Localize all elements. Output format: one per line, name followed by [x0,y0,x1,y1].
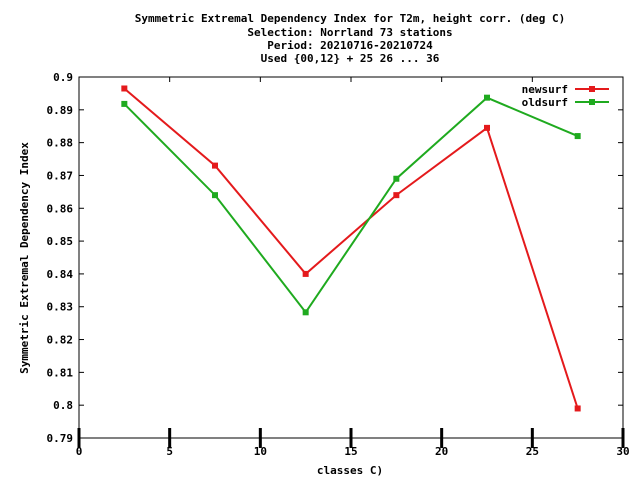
x-axis-tick-marker [77,428,81,448]
data-point-newsurf [302,270,309,277]
x-axis-tick-marker [530,428,534,448]
y-tick-label: 0.84 [47,268,74,281]
title-line-2: Selection: Norrland 73 stations [247,26,452,39]
series-line-newsurf [123,87,579,409]
y-axis: 0.79 0.8 0.81 0.82 0.83 0.84 0.85 0.86 0.87 0.88 0… [47,71,623,445]
x-tick-label: 5 [166,445,173,458]
x-tick-label: 15 [344,445,357,458]
x-tick-label: 30 [616,445,629,458]
series-layer [121,85,581,412]
y-tick-label: 0.79 [47,432,74,445]
y-tick-label: 0.89 [47,104,74,117]
legend-label-oldsurf: oldsurf [522,96,568,109]
y-axis-label: Symmetric Extremal Dependency Index [18,142,31,374]
x-tick-label: 25 [526,445,539,458]
series-line-oldsurf [123,96,579,315]
legend-swatch-marker-oldsurf [589,99,595,105]
title-line-4: Used {00,12} + 25 26 ... 36 [261,52,440,65]
y-tick-label: 0.87 [47,169,74,182]
title-line-3: Period: 20210716-20210724 [267,39,433,52]
x-axis-tick-marker [349,428,353,448]
data-point-newsurf [393,192,400,199]
chart-title: Symmetric Extremal Dependency Index for … [135,12,565,65]
data-point-newsurf [484,124,490,131]
data-point-oldsurf [484,94,490,101]
x-axis-label: classes C) [317,464,383,477]
data-point-newsurf [121,85,128,92]
x-tick-label: 0 [76,445,83,458]
data-point-oldsurf [393,175,400,182]
plot-frame [78,76,624,439]
y-tick-label: 0.9 [53,71,73,84]
y-tick-label: 0.85 [47,235,74,248]
x-axis-tick-marker [258,428,262,448]
data-point-oldsurf [302,309,309,316]
title-line-1: Symmetric Extremal Dependency Index for … [135,12,565,25]
x-tick-label: 10 [254,445,267,458]
y-tick-label: 0.81 [47,366,74,379]
x-axis: 0 5 10 15 20 25 30 [76,77,630,458]
y-tick-label: 0.82 [47,334,74,347]
y-tick-label: 0.83 [47,301,74,314]
y-tick-label: 0.88 [47,137,74,150]
x-tick-label: 20 [435,445,448,458]
legend-swatch-marker-newsurf [589,86,595,92]
x-axis-tick-marker [168,428,172,448]
data-point-oldsurf [212,192,218,199]
data-point-oldsurf [574,133,581,140]
y-tick-label: 0.86 [47,202,74,215]
data-point-newsurf [212,162,218,169]
y-tick-label: 0.8 [53,399,73,412]
legend-label-newsurf: newsurf [522,83,568,96]
data-point-newsurf [574,405,581,412]
x-axis-tick-marker [621,428,625,448]
data-point-oldsurf [121,100,128,107]
x-axis-tick-marker [440,428,444,448]
